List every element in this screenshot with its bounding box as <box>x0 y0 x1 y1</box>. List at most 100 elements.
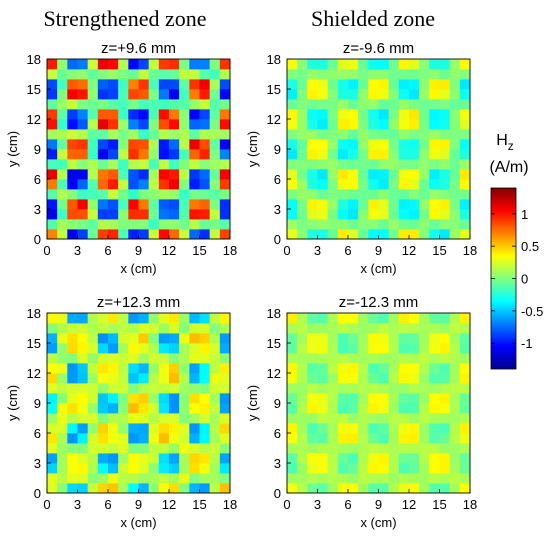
heatmap-cell <box>378 333 390 344</box>
heatmap-cell <box>348 423 359 434</box>
x-tick-label: 12 <box>162 497 176 512</box>
heatmap-cell <box>108 139 119 150</box>
heatmap-cell <box>138 199 150 210</box>
heatmap-cell <box>138 333 150 344</box>
heatmap-cell <box>47 119 58 130</box>
heatmap-cell <box>179 139 190 150</box>
heatmap-cell <box>317 119 329 130</box>
heatmap-cell <box>449 99 461 110</box>
heatmap-cell <box>97 229 109 240</box>
heatmap-cell <box>439 59 451 70</box>
heatmap-cell <box>317 413 329 424</box>
heatmap-cell <box>148 323 160 334</box>
heatmap-cell <box>97 313 109 324</box>
heatmap-cell <box>388 423 400 434</box>
heatmap-cell <box>419 189 430 200</box>
heatmap-cell <box>398 463 410 474</box>
heatmap-cell <box>199 219 211 230</box>
heatmap-cell <box>419 119 430 130</box>
heatmap-cell <box>138 69 150 80</box>
heatmap-cell <box>459 403 471 414</box>
heatmap-cell <box>199 473 211 484</box>
heatmap-cell <box>348 129 359 140</box>
heatmap-cell <box>189 199 200 210</box>
y-tick-label: 3 <box>274 456 281 471</box>
heatmap-cell <box>358 403 369 414</box>
heatmap-cell <box>189 333 200 344</box>
heatmap-cell <box>429 89 440 100</box>
heatmap-cell <box>378 453 390 464</box>
heatmap-cell <box>67 159 78 170</box>
heatmap-cell <box>287 59 298 70</box>
heatmap-cell <box>219 373 231 384</box>
heatmap-cell <box>337 403 349 414</box>
heatmap-cell <box>148 473 160 484</box>
heatmap-cell <box>297 179 308 190</box>
heatmap-cell <box>327 149 339 160</box>
heatmap-cell <box>219 393 231 404</box>
heatmap-cell <box>128 353 139 364</box>
heatmap-cell <box>148 59 160 70</box>
heatmap-cell <box>199 443 211 454</box>
colorbar-tick-label: 0 <box>521 272 528 287</box>
heatmap-cell <box>118 149 129 160</box>
x-tick-label: 6 <box>104 497 111 512</box>
heatmap-cell <box>388 219 400 230</box>
heatmap-cell <box>419 483 430 494</box>
heatmap-cell <box>398 413 410 424</box>
heatmap-cell <box>388 403 400 414</box>
heatmap-cell <box>118 353 129 364</box>
heatmap-cell <box>128 323 139 334</box>
heatmap-cell <box>348 373 359 384</box>
heatmap-cell <box>409 89 420 100</box>
heatmap-cell <box>429 363 440 374</box>
heatmap-cell <box>219 59 231 70</box>
heatmap-cell <box>419 333 430 344</box>
heatmap-cell <box>297 209 308 220</box>
x-tick-label: 18 <box>463 243 477 258</box>
heatmap-cell <box>219 99 231 110</box>
heatmap-cell <box>449 69 461 80</box>
heatmap-cell <box>419 473 430 484</box>
heatmap-cell <box>179 69 190 80</box>
heatmap-cell <box>348 79 359 90</box>
heatmap-cell <box>388 353 400 364</box>
heatmap-cell <box>138 423 150 434</box>
heatmap-cell <box>388 393 400 404</box>
y-axis-label: y (cm) <box>245 385 260 421</box>
heatmap-cell <box>199 333 211 344</box>
heatmap-cell <box>337 443 349 454</box>
heatmap-cell <box>118 69 129 80</box>
heatmap-cell <box>409 209 420 220</box>
heatmap-cell <box>398 159 410 170</box>
heatmap-cell <box>97 109 109 120</box>
heatmap-cell <box>179 79 190 90</box>
heatmap-cell <box>287 483 298 494</box>
heatmap-cell <box>138 149 150 160</box>
heatmap-cell <box>77 473 89 484</box>
heatmap-cell <box>287 413 298 424</box>
heatmap-cell <box>287 159 298 170</box>
heatmap-cell <box>287 423 298 434</box>
heatmap-cell <box>297 109 308 120</box>
heatmap-cell <box>47 423 58 434</box>
heatmap-cell <box>348 353 359 364</box>
heatmap-cell <box>459 229 471 240</box>
heatmap-cell <box>449 219 461 230</box>
heatmap-cell <box>47 343 58 354</box>
heatmap-cell <box>57 423 68 434</box>
heatmap-cell <box>77 229 89 240</box>
heatmap-cell <box>409 463 420 474</box>
heatmap-cell <box>179 99 190 110</box>
x-tick-label: 15 <box>192 497 206 512</box>
panel-title: z=+9.6 mm <box>101 40 176 57</box>
heatmap-cell <box>307 179 318 190</box>
heatmap-cell <box>209 149 221 160</box>
heatmap-cell <box>398 363 410 374</box>
heatmap-cell <box>77 169 89 180</box>
heatmap-cell <box>77 483 89 494</box>
heatmap-cell <box>158 403 170 414</box>
heatmap-cell <box>108 423 119 434</box>
heatmap-cell <box>419 313 430 324</box>
heatmap-cell <box>317 393 329 404</box>
